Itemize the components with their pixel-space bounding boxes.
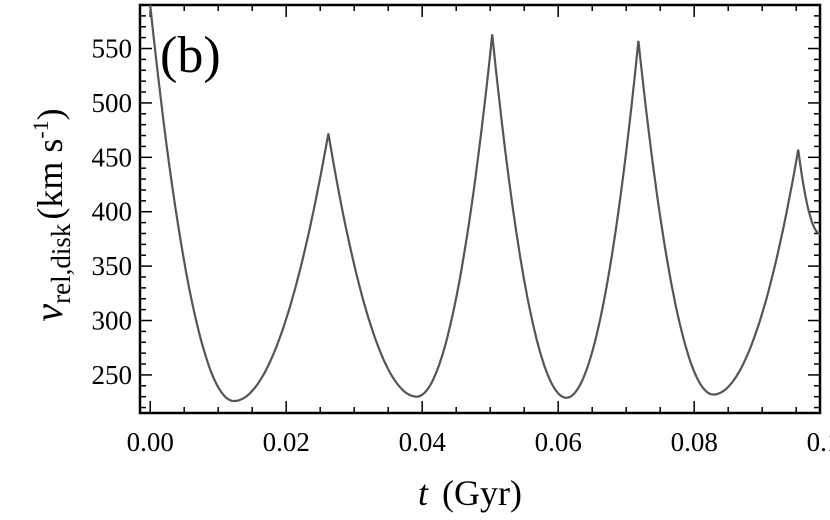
plot-frame [138,3,822,415]
y-tick-label: 400 [92,197,133,227]
y-tick-label: 300 [92,306,133,336]
x-axis-unit: (Gyr) [442,473,522,513]
y-tick-label: 500 [92,88,133,118]
y-axis-subscript: rel,disk [46,223,76,304]
y-axis-symbol: v [26,304,71,322]
y-tick-label: 550 [92,34,133,64]
x-tick-label: 0.10 [807,427,830,457]
x-tick-label: 0.02 [263,427,310,457]
y-axis-unit-superscript: -1 [28,120,53,138]
y-axis-unit-close: ) [30,108,70,120]
x-tick-label: 0.08 [671,427,718,457]
panel-label: (b) [160,27,221,84]
x-tick-label: 0.00 [127,427,174,457]
x-tick-label: 0.06 [535,427,582,457]
y-tick-label: 450 [92,142,133,172]
axis-ticks [140,5,820,413]
y-axis-label: vrel,disk(km s-1) [26,108,76,321]
y-axis-unit: (km s [30,139,70,220]
y-tick-label: 350 [92,251,133,281]
data-series-line [149,4,821,403]
y-tick-label: 250 [92,360,133,390]
x-tick-label: 0.04 [399,427,447,457]
x-axis-label: t (Gyr) [418,473,522,513]
x-axis-symbol: t [418,473,429,513]
tick-labels: 0.00 0.02 0.04 0.06 0.08 0.10 250 300 350 400 450 5… [92,34,830,457]
